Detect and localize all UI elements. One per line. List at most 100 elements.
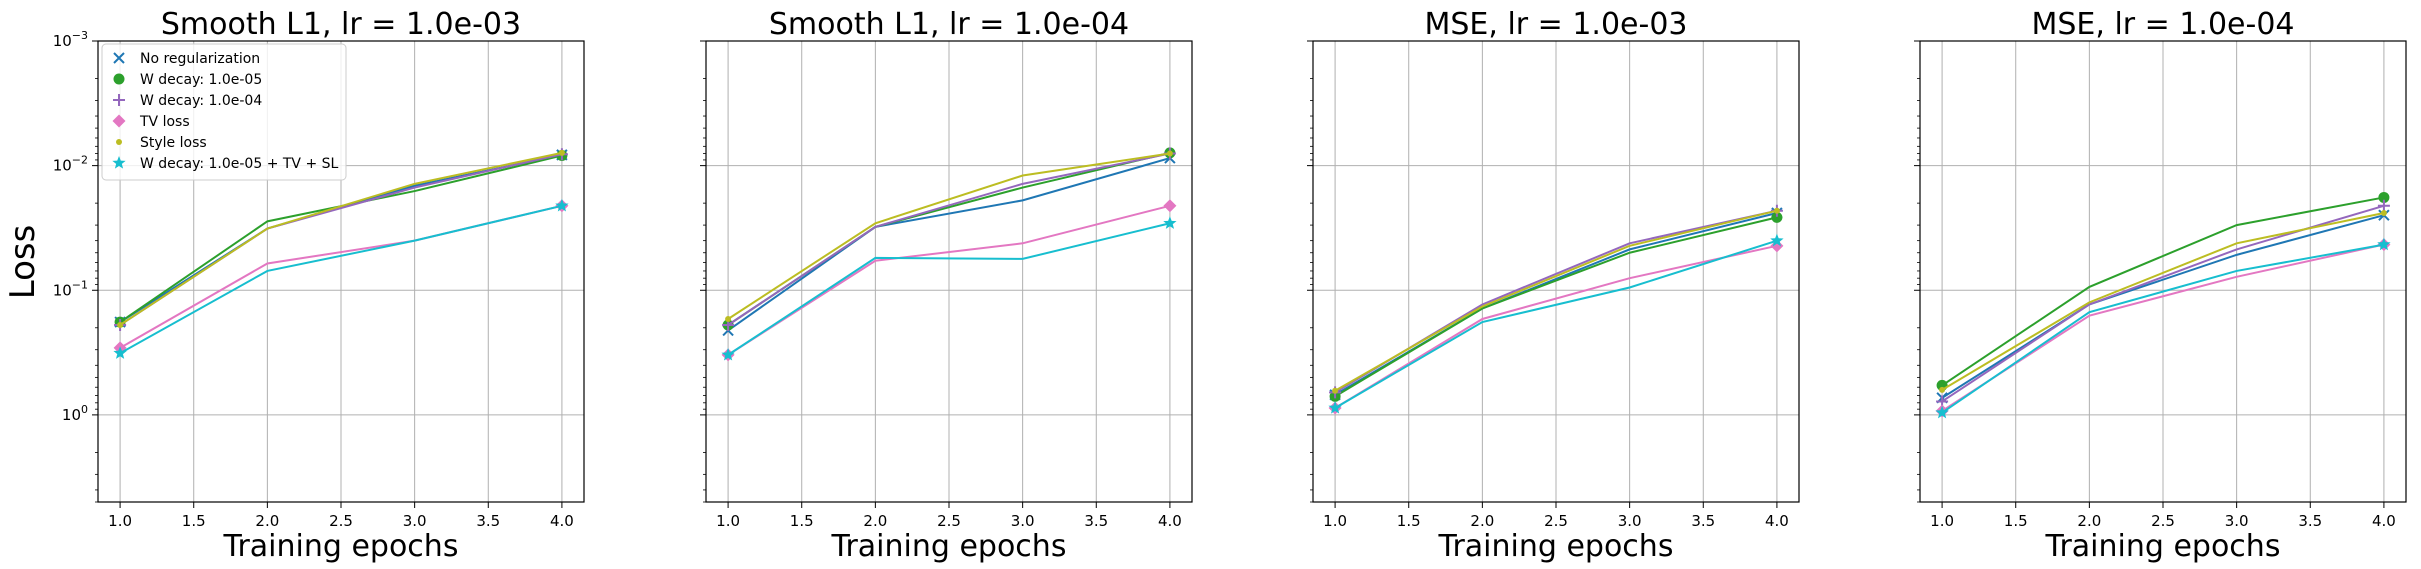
chart-title: MSE, lr = 1.0e-03	[1425, 7, 1688, 42]
y-axis-label: Loss	[3, 225, 43, 300]
legend-box	[101, 43, 347, 181]
point-marker	[725, 315, 732, 322]
y-tick-label: 10−3	[53, 29, 88, 50]
legend-item: W decay: 1.0e-05	[113, 72, 262, 88]
circle-marker	[2378, 191, 2390, 203]
series	[1328, 233, 1784, 414]
star-marker	[1163, 216, 1177, 229]
star-marker	[721, 347, 735, 361]
x-tick-label: 1.5	[2004, 512, 2028, 530]
legend-item: W decay: 1.0e-05 + TV + SL	[112, 156, 339, 172]
x-marker	[113, 52, 125, 64]
x-axis-label: Training epochs	[1438, 529, 1674, 564]
series-line	[1334, 239, 1778, 409]
x-tick-label: 3.5	[2298, 512, 2322, 530]
x-tick-label: 4.0	[2372, 512, 2396, 530]
legend-item: No regularization	[113, 51, 260, 67]
x-axis-label: Training epochs	[2045, 529, 2281, 564]
series-line	[1941, 243, 2385, 414]
legend: No regularization W decay: 1.0e-05 W decay…	[101, 43, 347, 181]
star-marker	[2377, 237, 2391, 251]
chart-panel-4: MSE, lr = 1.0e-04 Training epochs 1.0 1.5…	[1914, 7, 2407, 564]
series	[1332, 207, 1780, 394]
x-tick-label: 2.0	[2077, 512, 2101, 530]
x-tick-label: 1.0	[716, 512, 740, 530]
x-tick-label: 3.0	[403, 512, 427, 530]
point-marker	[1939, 386, 1946, 393]
series-line	[1941, 214, 2385, 399]
legend-label: TV loss	[139, 114, 190, 130]
series	[1935, 237, 2391, 419]
point-marker	[1166, 150, 1173, 157]
chart-title: Smooth L1, lr = 1.0e-04	[769, 7, 1129, 42]
plot-area	[721, 147, 1177, 362]
series-line	[727, 152, 1171, 326]
y-tick-label: 100	[62, 403, 88, 424]
series-line	[727, 152, 1171, 320]
x-tick-label: 4.0	[1765, 512, 1789, 530]
legend-label: W decay: 1.0e-05	[140, 72, 262, 88]
x-tick-label: 1.5	[1397, 512, 1421, 530]
point-marker	[116, 139, 122, 145]
legend-item: W decay: 1.0e-04	[113, 93, 262, 109]
x-tick-label: 1.0	[1323, 512, 1347, 530]
series-line	[1334, 244, 1778, 409]
x-tick-label: 3.0	[1618, 512, 1642, 530]
point-marker	[558, 149, 565, 156]
x-tick-label: 2.5	[329, 512, 353, 530]
star-marker	[1770, 233, 1784, 247]
x-tick-label: 3.5	[476, 512, 500, 530]
series	[1939, 210, 2387, 393]
series	[721, 216, 1177, 361]
plot-area	[113, 148, 569, 359]
diamond-marker	[112, 114, 126, 128]
x-tick-label: 1.0	[108, 512, 132, 530]
x-axis-label: Training epochs	[831, 529, 1067, 564]
point-marker	[117, 321, 124, 328]
y-tick-label: 10−2	[53, 154, 88, 175]
point-marker	[2380, 210, 2387, 217]
series-line	[119, 151, 563, 326]
x-tick-label: 2.0	[863, 512, 887, 530]
diamond-marker	[1163, 199, 1177, 213]
x-tick-label: 4.0	[1158, 512, 1182, 530]
series-line	[1334, 209, 1778, 392]
legend-label: Style loss	[140, 135, 207, 151]
star-marker	[113, 346, 127, 359]
series	[117, 149, 565, 328]
star-marker	[1935, 405, 1949, 419]
plot-area	[1328, 204, 1784, 415]
legend-label: W decay: 1.0e-04	[140, 93, 262, 109]
circle-marker	[1771, 211, 1783, 223]
series	[725, 150, 1173, 322]
x-tick-label: 3.0	[2225, 512, 2249, 530]
series-line	[1941, 212, 2385, 391]
x-tick-label: 2.0	[1470, 512, 1494, 530]
legend-label: No regularization	[140, 51, 260, 67]
x-tick-label: 2.5	[2151, 512, 2175, 530]
chart-title: Smooth L1, lr = 1.0e-03	[161, 7, 521, 42]
chart-panel-2: Smooth L1, lr = 1.0e-04 Training epochs …	[700, 7, 1193, 564]
series	[113, 198, 569, 359]
point-marker	[1332, 387, 1339, 394]
point-marker	[1773, 207, 1780, 214]
plus-marker	[113, 94, 125, 106]
x-tick-label: 1.5	[182, 512, 206, 530]
circle-marker	[113, 73, 125, 85]
chart-panel-1: Smooth L1, lr = 1.0e-03 Training epochs …	[3, 7, 585, 564]
chart-title: MSE, lr = 1.0e-04	[2032, 7, 2295, 42]
series-line	[727, 157, 1171, 332]
x-tick-label: 4.0	[550, 512, 574, 530]
x-tick-label: 2.5	[937, 512, 961, 530]
legend-label: W decay: 1.0e-05 + TV + SL	[140, 156, 339, 172]
star-marker	[1328, 400, 1342, 414]
x-tick-label: 3.5	[1691, 512, 1715, 530]
series-line	[727, 222, 1171, 356]
star-marker	[555, 198, 569, 212]
x-tick-label: 3.5	[1084, 512, 1108, 530]
plus-marker	[2377, 199, 2390, 212]
series-line	[119, 204, 563, 355]
series-line	[727, 204, 1171, 356]
plot-area	[1935, 191, 2391, 419]
